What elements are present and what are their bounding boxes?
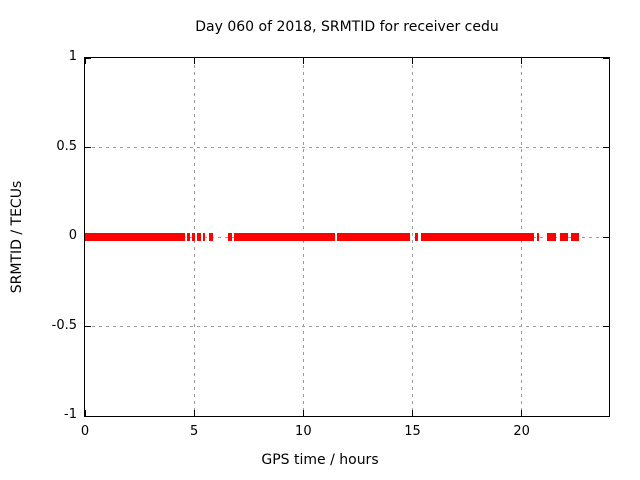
- y-tick-mark: [85, 326, 91, 327]
- x-tick-label: 5: [190, 424, 199, 439]
- x-tick-mark: [193, 58, 195, 64]
- data-segment: [202, 233, 205, 241]
- x-tick-mark: [412, 410, 413, 416]
- y-tick-mark: [85, 415, 91, 417]
- y-tick-label: -1: [64, 407, 77, 422]
- x-axis-title: GPS time / hours: [261, 452, 379, 468]
- data-segment: [191, 233, 195, 241]
- y-gridline: [85, 326, 609, 327]
- plot-area: [84, 57, 610, 417]
- data-segment: [537, 233, 540, 241]
- data-segment: [227, 233, 232, 241]
- data-segment: [208, 233, 213, 241]
- x-tick-mark: [412, 58, 413, 64]
- x-tick-mark: [84, 58, 86, 64]
- y-tick-mark: [603, 57, 609, 59]
- y-tick-mark: [603, 236, 609, 238]
- data-segment: [415, 233, 419, 241]
- y-tick-mark: [85, 57, 91, 59]
- x-tick-label: 20: [513, 424, 530, 439]
- data-segment: [196, 233, 201, 241]
- x-tick-mark: [521, 58, 523, 64]
- x-tick-label: 10: [295, 424, 312, 439]
- data-segment: [186, 233, 190, 241]
- y-tick-mark: [603, 147, 609, 148]
- data-segment: [336, 233, 411, 241]
- data-segment: [233, 233, 335, 241]
- y-axis-title: SRMTID / TECUs: [9, 180, 25, 294]
- data-segment: [421, 233, 535, 241]
- data-segment: [571, 233, 580, 241]
- x-tick-label: 0: [80, 424, 90, 439]
- chart-title: Day 060 of 2018, SRMTID for receiver ced…: [195, 19, 499, 35]
- y-tick-label: -0.5: [51, 317, 77, 333]
- data-segment: [85, 233, 185, 241]
- y-tick-label: 0: [68, 228, 77, 243]
- y-tick-mark: [603, 415, 609, 417]
- x-tick-mark: [302, 58, 304, 64]
- x-tick-mark: [84, 410, 86, 416]
- y-tick-mark: [603, 326, 609, 327]
- x-tick-label: 15: [404, 424, 421, 439]
- x-tick-mark: [521, 410, 523, 416]
- x-tick-mark: [193, 410, 195, 416]
- data-segment: [560, 233, 569, 241]
- y-tick-mark: [85, 147, 91, 148]
- y-gridline: [85, 147, 609, 148]
- x-tick-mark: [302, 410, 304, 416]
- y-tick-label: 0.5: [56, 138, 77, 154]
- data-segment: [547, 233, 557, 241]
- y-tick-label: 1: [68, 49, 77, 64]
